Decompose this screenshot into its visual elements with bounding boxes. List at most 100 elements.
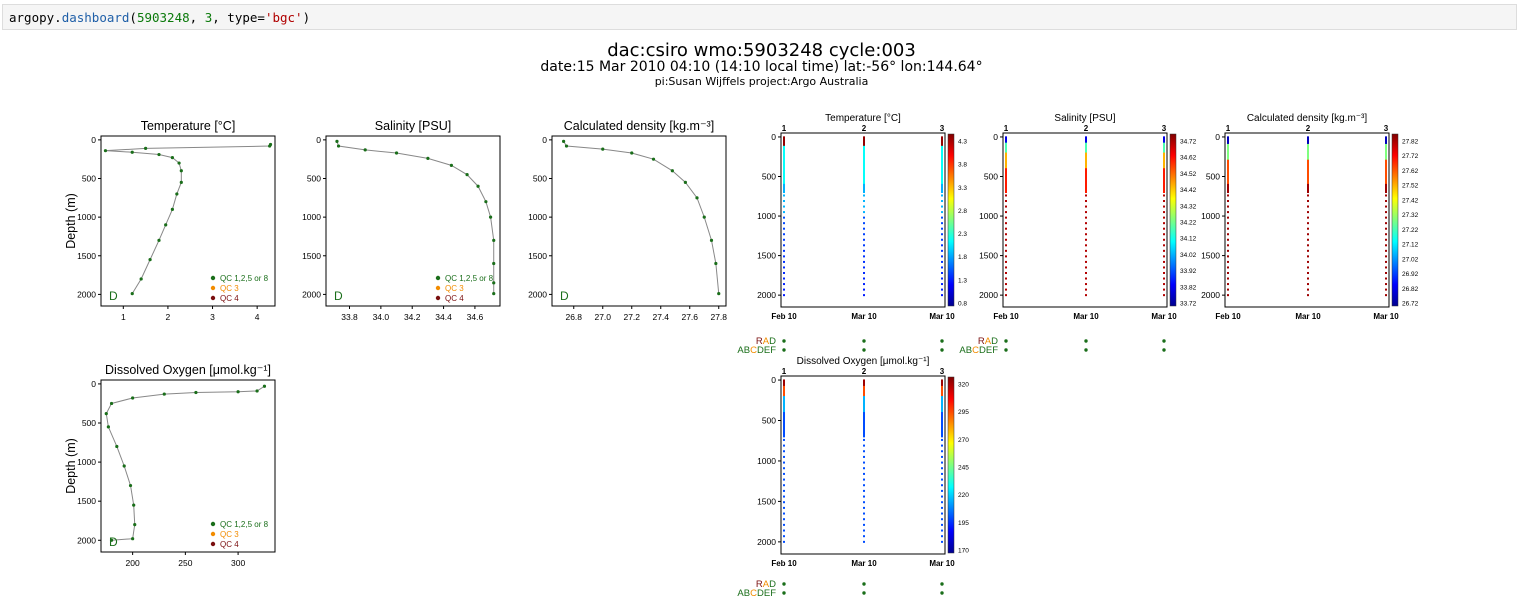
dens_section-colorbar-label: 26.82	[1402, 286, 1419, 293]
doxy_section-point	[863, 430, 865, 433]
dens_section-colorbar-label: 27.42	[1402, 197, 1419, 204]
dens_section-point	[1227, 182, 1229, 185]
dens_section-point	[1227, 260, 1229, 263]
doxy_section-point	[863, 501, 865, 504]
temp_section-point	[783, 186, 785, 189]
psal_section-point	[1085, 162, 1087, 165]
psal_section-point	[1085, 165, 1087, 168]
doxy_profile-series-line	[105, 385, 265, 541]
psal_section-point	[1085, 191, 1087, 194]
temp_section-point	[783, 266, 785, 269]
psal_section-point	[1163, 168, 1165, 171]
temp_section-point	[863, 166, 865, 169]
temp_section-point	[783, 283, 785, 286]
temp_section-point	[863, 176, 865, 179]
psal_section-ytick-label: 2000	[979, 290, 998, 300]
temp_section-point	[863, 244, 865, 247]
doxy_section-point	[941, 455, 943, 458]
temp_section-point	[941, 166, 943, 169]
psal_section-point	[1085, 181, 1087, 184]
temp_profile-point	[268, 144, 272, 148]
temp_section-point	[863, 163, 865, 166]
psal_section-point	[1005, 165, 1007, 168]
psal_section-point	[1163, 162, 1165, 165]
code-line[interactable]: argopy.dashboard(5903248, 3, type='bgc')	[9, 10, 311, 25]
psal_section-point	[1005, 244, 1007, 247]
doxy_section-point	[863, 535, 865, 538]
psal_section-point	[1163, 176, 1165, 179]
doxy_profile-legend-label: QC 3	[220, 530, 239, 539]
temp_section-point	[941, 175, 943, 178]
dens_section-point	[1385, 260, 1387, 263]
psal_section-point	[1163, 238, 1165, 241]
doxy-flags-rad-dot	[862, 582, 866, 586]
psal-flags-abcdef-dot	[1162, 348, 1166, 352]
dens_section-point	[1227, 277, 1229, 280]
temp_section-point	[863, 222, 865, 225]
temp_section-point	[783, 179, 785, 182]
psal_section-point	[1005, 277, 1007, 280]
doxy_section-point	[783, 540, 785, 543]
doxy_section-point	[783, 413, 785, 416]
psal_section-point	[1005, 288, 1007, 291]
dens_section-point	[1385, 294, 1387, 297]
psal_profile-xtick-label: 34.6	[467, 312, 484, 322]
dens_section-point	[1227, 205, 1229, 208]
dens_section-point	[1307, 271, 1309, 274]
temp_section-point	[941, 288, 943, 291]
doxy_section-point	[783, 501, 785, 504]
doxy_section-point	[941, 413, 943, 416]
psal_section-point	[1163, 175, 1165, 178]
dens_section-point	[1385, 185, 1387, 188]
doxy_section-point	[863, 423, 865, 426]
psal_section-point	[1163, 200, 1165, 203]
temp_section-point	[863, 156, 865, 159]
temp_section-point	[783, 181, 785, 184]
doxy_profile-point	[131, 537, 135, 541]
temp-flags-rad-letter: R	[756, 336, 763, 347]
psal_profile-point	[335, 139, 339, 144]
doxy_section-point	[863, 428, 865, 431]
psal_section-point	[1163, 173, 1165, 176]
temp_section-colorbar-label: 3.8	[958, 162, 967, 169]
doxy_section-title: Dissolved Oxygen [μmol.kg⁻¹]	[797, 356, 930, 367]
temp-flags-abcdef-letter: B	[744, 345, 750, 356]
temp_section-point	[863, 179, 865, 182]
temp_section-point	[863, 249, 865, 252]
temp_section-point	[783, 155, 785, 158]
doxy_profile-legend-marker	[210, 531, 216, 537]
dens_profile-point	[702, 215, 706, 219]
psal_profile-point	[336, 144, 341, 148]
psal_section-point	[1163, 186, 1165, 189]
code-cell[interactable]: argopy.dashboard(5903248, 3, type='bgc')	[2, 4, 1517, 30]
doxy_section-point	[941, 512, 943, 515]
doxy_section-point	[863, 426, 865, 429]
doxy_section-point	[941, 433, 943, 436]
temp_profile-legend-label: QC 1,2,5 or 8	[220, 274, 269, 283]
dens_section-point	[1385, 156, 1387, 159]
temp_profile-point	[164, 223, 168, 227]
psal_section-point	[1005, 211, 1007, 214]
psal_section-point	[1005, 175, 1007, 178]
temp_section-point	[783, 152, 785, 155]
psal_section-point	[1163, 249, 1165, 252]
doxy_section-point	[941, 409, 943, 412]
doxy-flags-rad-letter: A	[763, 579, 770, 590]
doxy_section-point	[941, 518, 943, 521]
dens_section-ytick-label: 500	[1206, 172, 1220, 182]
dens_section-point	[1385, 151, 1387, 154]
temp_section-point	[783, 191, 785, 194]
dens_section-point	[1385, 255, 1387, 258]
psal_section-point	[1005, 159, 1007, 162]
temp_section-point	[783, 163, 785, 166]
psal_section-point	[1085, 159, 1087, 162]
doxy_section-point	[863, 472, 865, 475]
doxy_section-point	[941, 489, 943, 492]
dens_section-top-tick-label: 1	[1226, 124, 1231, 133]
dens_section-point	[1307, 165, 1309, 168]
psal_section-point	[1085, 255, 1087, 258]
temp_section-point	[783, 176, 785, 179]
psal_section-colorbar-label: 33.82	[1180, 284, 1197, 291]
temp_section-point	[941, 233, 943, 236]
temp_section-point	[783, 161, 785, 164]
